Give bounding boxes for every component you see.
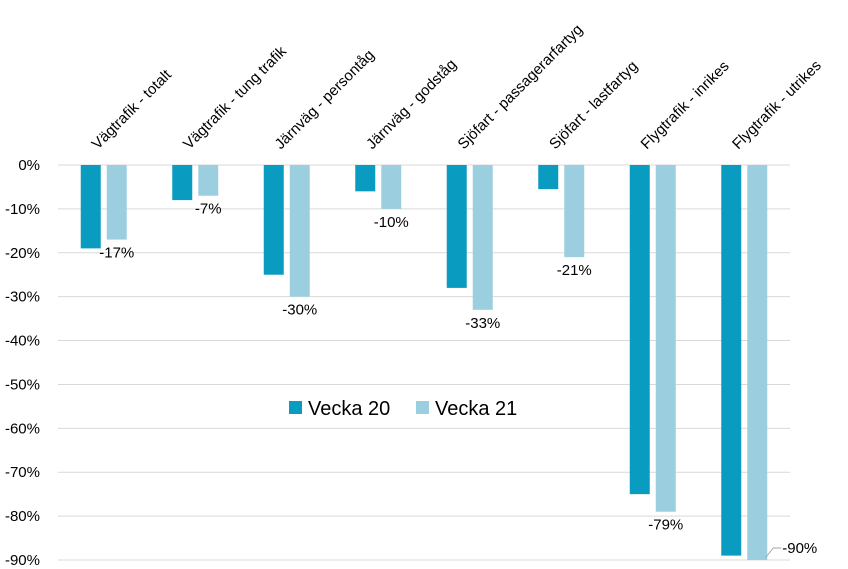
- bar-vecka-21: [289, 165, 310, 297]
- category-label: Flygtrafik - utrikes: [729, 57, 825, 153]
- bar-vecka-21: [747, 165, 768, 560]
- category-label: Flygtrafik - inrikes: [638, 58, 733, 153]
- legend-label: Vecka 20: [308, 398, 390, 420]
- data-label: -10%: [374, 214, 409, 231]
- data-label: -30%: [282, 302, 317, 319]
- bar-vecka-20: [263, 165, 284, 275]
- bar-vecka-20: [355, 165, 376, 192]
- y-tick-label: -80%: [5, 508, 40, 525]
- legend-swatch: [416, 401, 429, 414]
- category-label: Vägtrafik - tung trafik: [180, 43, 290, 153]
- bar-vecka-20: [172, 165, 193, 201]
- y-tick-label: -90%: [5, 552, 40, 569]
- bar-vecka-20: [538, 165, 559, 190]
- y-tick-label: -10%: [5, 201, 40, 218]
- y-tick-label: 0%: [18, 157, 40, 174]
- category-label: Sjöfart - lastfartyg: [546, 58, 641, 153]
- y-tick-label: -30%: [5, 289, 40, 306]
- bar-vecka-21: [655, 165, 676, 512]
- y-tick-label: -40%: [5, 333, 40, 350]
- data-labels: -17% -7% -30% -10% -33% -21% -79% -90%: [99, 201, 817, 559]
- y-tick-label: -60%: [5, 420, 40, 437]
- gridlines: [58, 164, 790, 561]
- data-label: -33%: [465, 315, 500, 332]
- category-label: Järnväg - persontåg: [272, 46, 378, 152]
- bar-vecka-20: [721, 165, 742, 556]
- bar-vecka-21: [106, 165, 127, 240]
- y-tick-label: -50%: [5, 376, 40, 393]
- bar-vecka-20: [629, 165, 650, 495]
- bar-vecka-21: [198, 165, 219, 196]
- bar-vecka-21: [472, 165, 493, 310]
- category-labels: Vägtrafik - totalt Vägtrafik - tung trafi…: [89, 21, 825, 153]
- data-label: -7%: [195, 201, 222, 218]
- y-tick-label: -70%: [5, 464, 40, 481]
- bars: [80, 165, 768, 560]
- legend-label: Vecka 21: [435, 398, 517, 420]
- data-label-leader-line: [764, 547, 782, 559]
- category-label: Järnväg - godståg: [363, 56, 460, 153]
- category-label: Vägtrafik - totalt: [89, 66, 176, 153]
- data-label: -79%: [648, 517, 683, 534]
- data-label: -17%: [99, 245, 134, 262]
- legend-swatch: [289, 401, 302, 414]
- bar-vecka-21: [381, 165, 402, 209]
- legend: Vecka 20 Vecka 21: [289, 398, 517, 420]
- bar-vecka-20: [446, 165, 467, 288]
- bar-vecka-20: [80, 165, 101, 249]
- y-axis: 0% -10% -20% -30% -40% -50% -60% -70% -80% -90%: [5, 157, 40, 569]
- y-tick-label: -20%: [5, 245, 40, 262]
- data-label: -90%: [782, 540, 817, 557]
- bar-vecka-21: [564, 165, 585, 258]
- data-label: -21%: [557, 262, 592, 279]
